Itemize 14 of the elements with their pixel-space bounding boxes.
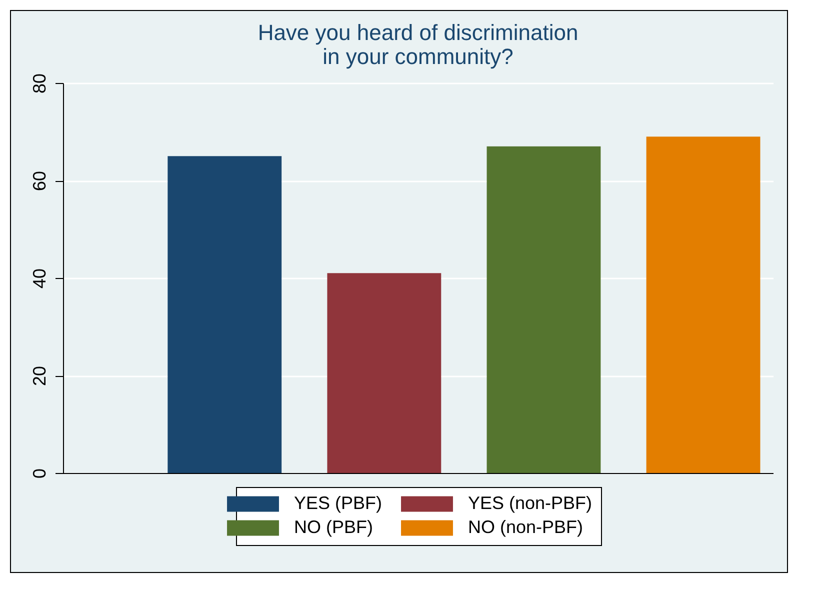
y-tick-label: 80 — [30, 73, 50, 94]
chart-title: Have you heard of discrimination in your community? — [258, 20, 578, 69]
legend-label: NO (non-PBF) — [468, 517, 584, 537]
bar — [327, 273, 442, 473]
legend-label: NO (PBF) — [294, 517, 373, 537]
y-tick-label: 40 — [30, 268, 50, 289]
y-tick-label: 60 — [30, 170, 50, 192]
bar — [646, 136, 760, 473]
bar — [486, 146, 601, 473]
y-tick-label: 0 — [30, 468, 50, 479]
legend-label: YES (PBF) — [294, 493, 382, 513]
legend-label: YES (non-PBF) — [468, 493, 592, 513]
y-tick-label: 20 — [30, 366, 50, 386]
bar — [168, 156, 282, 473]
